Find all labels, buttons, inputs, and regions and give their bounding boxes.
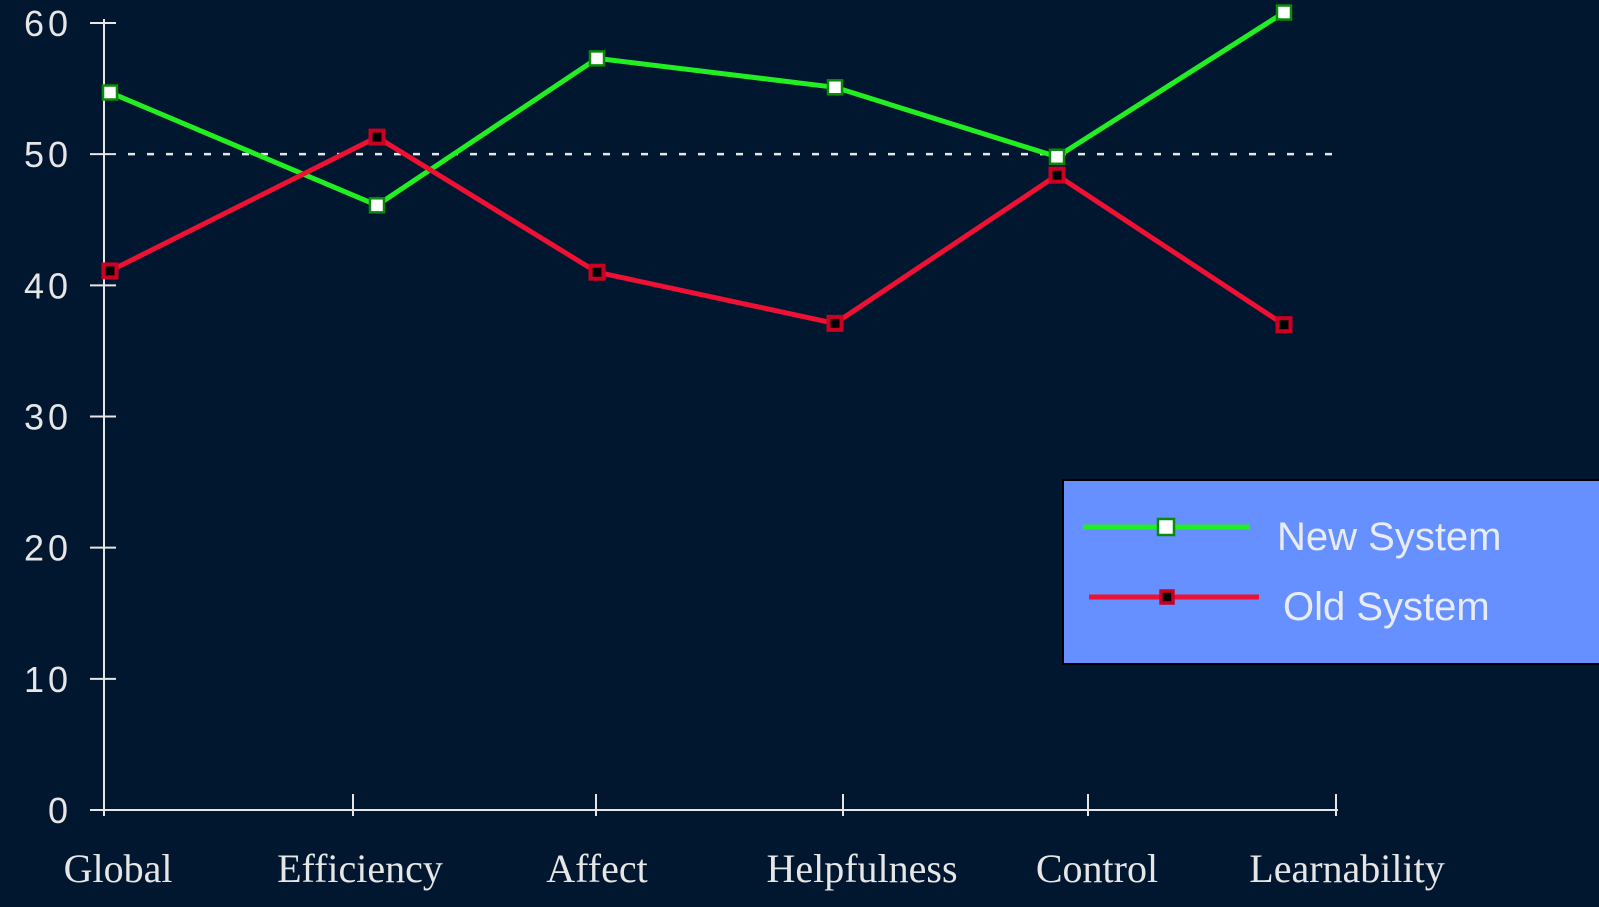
x-tick-label: Global [64,846,173,891]
x-tick-label: Learnability [1249,846,1444,891]
y-tick-label: 10 [24,659,72,700]
y-tick-label: 40 [24,265,72,306]
data-point-old-system [101,262,119,280]
y-tick-label: 0 [48,790,72,831]
legend-label: New System [1277,515,1502,559]
data-point-new-system [1048,148,1066,166]
data-point-old-system [368,128,386,146]
data-point-old-system [1048,166,1066,184]
legend-marker [1159,589,1175,605]
y-tick-label: 30 [24,397,72,438]
x-tick-label: Control [1036,846,1158,891]
data-point-old-system [588,263,606,281]
data-point-new-system [826,79,844,96]
y-tick-label: 60 [24,3,72,44]
data-point-old-system [1275,316,1293,334]
legend-marker [1156,517,1176,537]
x-tick-label: Affect [546,846,647,891]
legend-box [1062,479,1599,665]
data-point-new-system [368,197,386,214]
data-point-new-system [1275,4,1293,21]
x-tick-label: Efficiency [277,846,443,891]
y-tick-label: 50 [24,134,72,175]
y-tick-label: 20 [24,528,72,569]
data-point-new-system [588,50,606,67]
data-point-new-system [101,84,119,101]
data-point-old-system [826,314,844,332]
series-line-new-system [109,10,1286,208]
legend-label: Old System [1283,585,1490,629]
x-tick-label: Helpfulness [766,846,957,891]
series-line-old-system [108,134,1286,327]
